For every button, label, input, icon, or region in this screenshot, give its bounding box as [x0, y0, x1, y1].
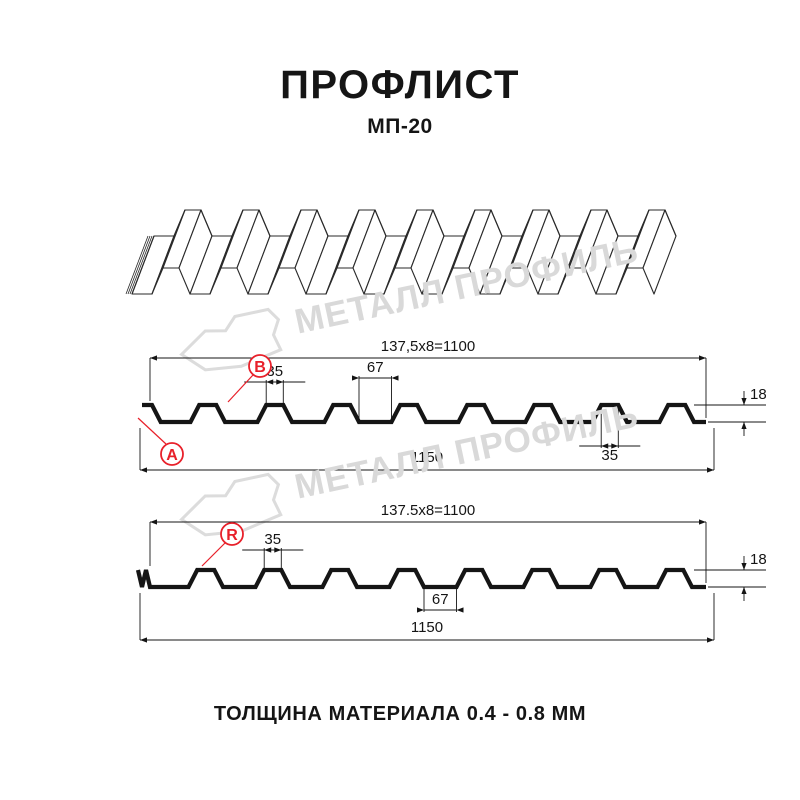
- section-a-view: 137,5x8=1100 1150 18 35 67 35 A B: [110, 330, 767, 480]
- dimension-label: 35: [264, 531, 281, 548]
- page-subtitle: МП-20: [367, 115, 433, 138]
- callout-marker-a: [160, 442, 184, 466]
- top-dimension-label: 137.5x8=1100: [381, 502, 475, 519]
- callout-marker-label: R: [226, 527, 238, 544]
- height-dimension-label: 18: [750, 386, 767, 403]
- height-dimension-label: 18: [750, 551, 767, 568]
- callout-marker-b: [248, 354, 272, 378]
- isometric-view: [118, 190, 690, 320]
- bottom-dimension-label: 1150: [411, 619, 443, 636]
- dimension-label: 67: [367, 359, 384, 376]
- page-title: ПРОФЛИСТ: [280, 63, 520, 107]
- top-dimension-label: 137,5x8=1100: [381, 338, 475, 355]
- bottom-dimension-label: 1150: [411, 449, 443, 466]
- dimension-label: 67: [432, 591, 449, 608]
- callout-marker-r: [220, 522, 244, 546]
- material-thickness-note: ТОЛЩИНА МАТЕРИАЛА 0.4 - 0.8 ММ: [213, 703, 587, 725]
- callout-marker-label: A: [166, 447, 178, 464]
- callout-marker-label: B: [254, 359, 266, 376]
- dimension-label: 35: [601, 447, 618, 464]
- section-r-view: 137.5x8=1100 1150 18 35 67 R: [110, 498, 767, 653]
